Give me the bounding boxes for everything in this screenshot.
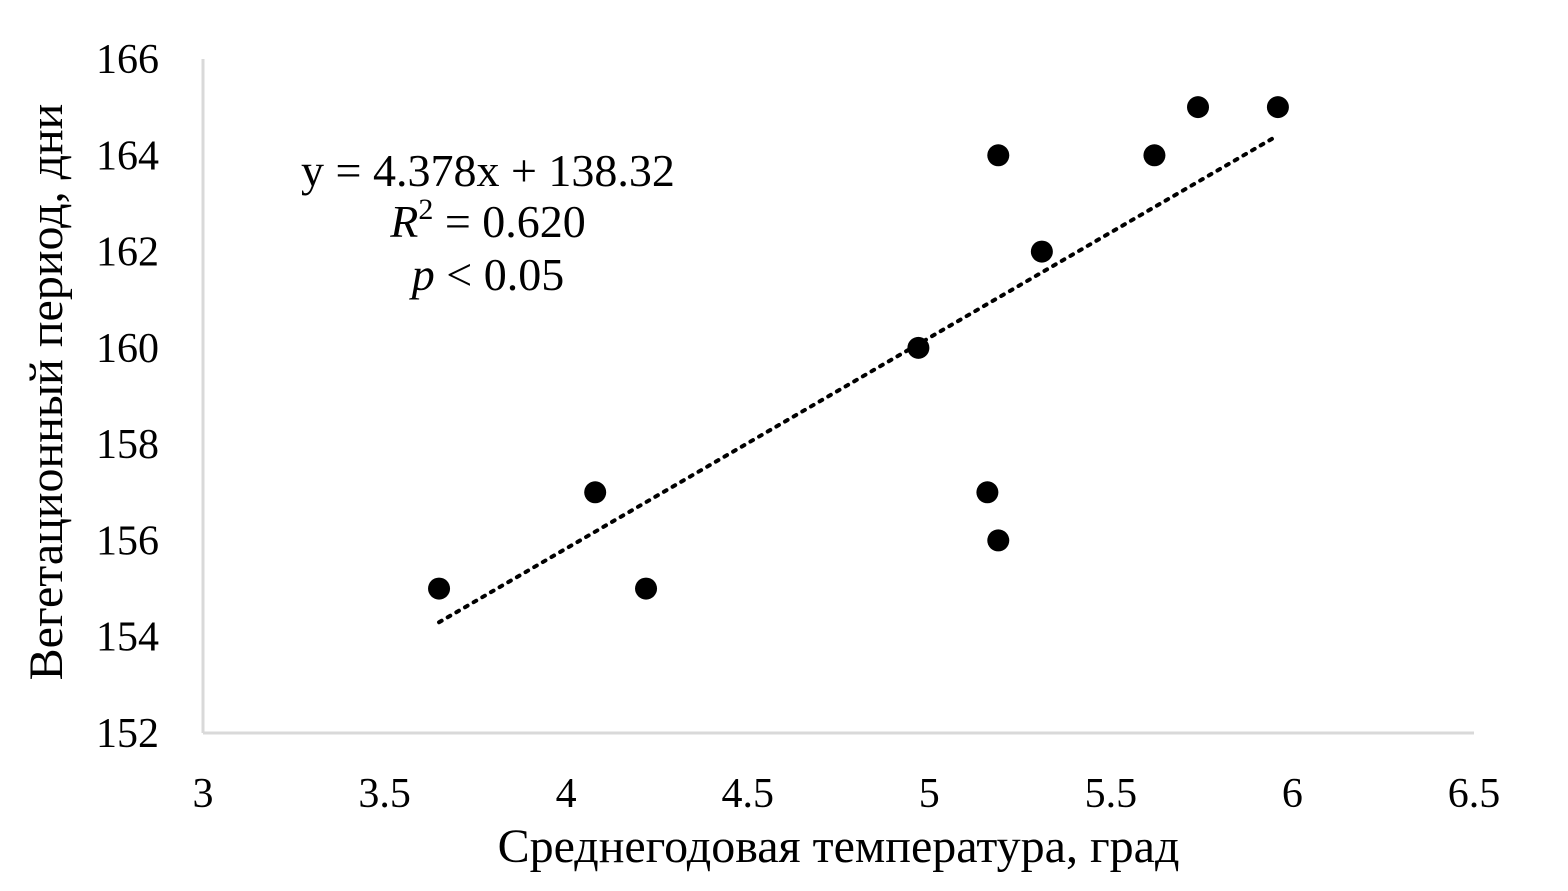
data-point (1266, 96, 1289, 119)
r-squared-label: R2 = 0.620 (389, 193, 586, 247)
y-tick-label: 164 (96, 133, 159, 179)
data-point (907, 336, 930, 359)
p-symbol: p (409, 249, 435, 300)
data-point (1143, 144, 1166, 167)
data-point (1030, 240, 1053, 263)
trendline (437, 133, 1280, 625)
r-squared-value: = 0.620 (433, 196, 585, 247)
x-tick-label: 4 (556, 771, 577, 817)
y-tick-label: 166 (96, 37, 159, 83)
regression-annotation: y = 4.378x + 138.32 R2 = 0.620 p < 0.05 (301, 145, 675, 300)
data-point (976, 481, 999, 504)
x-axis-title: Среднегодовая температура, град (498, 820, 1180, 873)
y-tick-label: 156 (96, 518, 159, 564)
data-point (987, 529, 1010, 552)
y-tick-labels: 152 154 156 158 160 162 164 166 (96, 37, 159, 757)
r-symbol: R (389, 196, 418, 247)
x-tick-label: 6.5 (1448, 771, 1501, 817)
y-tick-label: 154 (96, 615, 159, 661)
axes (201, 59, 1474, 735)
x-tick-labels: 3 3.5 4 4.5 5 5.5 6 6.5 (193, 771, 1501, 817)
y-tick-label: 152 (96, 711, 159, 757)
data-point (635, 577, 658, 600)
regression-equation: y = 4.378x + 138.32 (301, 145, 675, 196)
x-tick-label: 3.5 (358, 771, 411, 817)
data-point (428, 577, 451, 600)
data-point (1187, 96, 1210, 119)
y-axis-title: Вегетационный период, дни (20, 104, 73, 681)
x-tick-label: 5.5 (1085, 771, 1138, 817)
x-tick-label: 6 (1282, 771, 1303, 817)
data-points (428, 96, 1289, 600)
y-tick-label: 162 (96, 230, 159, 276)
y-tick-label: 158 (96, 422, 159, 468)
data-point (987, 144, 1010, 167)
p-value-label: p < 0.05 (409, 249, 564, 300)
x-tick-label: 4.5 (721, 771, 774, 817)
data-point (584, 481, 607, 504)
y-tick-label: 160 (96, 326, 159, 372)
trendline-layer (437, 133, 1280, 625)
r-squared-exponent: 2 (418, 193, 433, 226)
x-tick-label: 3 (193, 771, 214, 817)
x-tick-label: 5 (919, 771, 940, 817)
p-value: < 0.05 (435, 249, 564, 300)
